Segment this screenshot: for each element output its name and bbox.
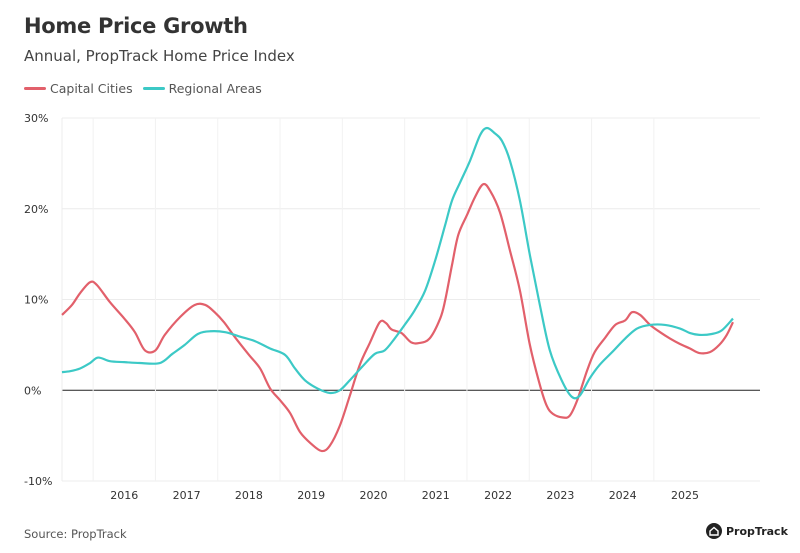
legend: Capital Cities Regional Areas <box>24 81 262 96</box>
y-tick-label: -10% <box>24 475 52 488</box>
x-tick-label: 2017 <box>173 489 201 502</box>
source-note: Source: PropTrack <box>24 527 127 541</box>
proptrack-logo: PropTrack <box>706 523 788 539</box>
legend-item-capital-cities[interactable]: Capital Cities <box>24 81 133 96</box>
y-tick-label: 10% <box>24 294 48 307</box>
legend-swatch <box>142 87 165 90</box>
x-tick-label: 2025 <box>671 489 699 502</box>
house-icon <box>706 523 722 539</box>
x-tick-label: 2016 <box>110 489 138 502</box>
chart-subtitle: Annual, PropTrack Home Price Index <box>24 47 295 65</box>
x-tick-label: 2018 <box>235 489 263 502</box>
legend-label: Capital Cities <box>50 81 133 96</box>
x-tick-label: 2020 <box>360 489 388 502</box>
logo-text: PropTrack <box>726 524 788 538</box>
legend-item-regional-areas[interactable]: Regional Areas <box>142 81 262 96</box>
y-tick-label: 20% <box>24 203 48 216</box>
x-tick-label: 2019 <box>297 489 325 502</box>
legend-swatch <box>24 87 46 90</box>
y-tick-label: 30% <box>24 112 48 125</box>
y-tick-label: 0% <box>24 384 41 397</box>
chart-title: Home Price Growth <box>24 14 248 38</box>
series-line-regional-areas <box>61 126 734 400</box>
legend-label: Regional Areas <box>168 81 262 96</box>
x-tick-label: 2022 <box>484 489 512 502</box>
x-tick-label: 2024 <box>609 489 637 502</box>
x-tick-label: 2023 <box>546 489 574 502</box>
series-line-capital-cities <box>61 182 734 453</box>
x-tick-label: 2021 <box>422 489 450 502</box>
